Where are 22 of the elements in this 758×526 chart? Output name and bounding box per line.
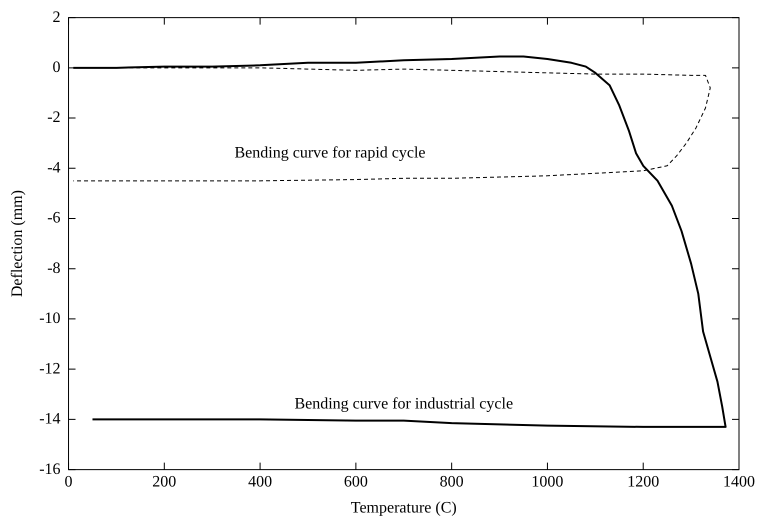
y-tick-label: -2 <box>47 109 61 126</box>
x-tick-label: 1200 <box>627 473 660 490</box>
annotation: Bending curve for industrial cycle <box>294 395 514 412</box>
y-tick-label: 0 <box>52 59 61 76</box>
x-tick-label: 1400 <box>723 473 755 490</box>
x-tick-label: 600 <box>344 473 368 490</box>
y-tick-label: -14 <box>39 410 61 428</box>
x-tick-label: 0 <box>64 473 73 490</box>
y-tick-label: 2 <box>52 8 61 26</box>
y-tick-label: -6 <box>47 210 61 227</box>
x-axis-title: Temperature (C) <box>350 500 457 517</box>
annotation: Bending curve for rapid cycle <box>234 144 426 162</box>
y-tick-label: -12 <box>39 360 61 378</box>
y-axis-title: Deflection (mm) <box>8 190 26 298</box>
x-tick-label: 200 <box>152 473 176 490</box>
y-tick-label: -10 <box>39 310 61 328</box>
x-tick-label: 1000 <box>531 473 564 490</box>
x-tick-label: 400 <box>248 473 272 490</box>
y-tick-label: -16 <box>39 460 61 478</box>
y-tick-label: -8 <box>47 260 61 277</box>
y-tick-label: -4 <box>47 159 61 176</box>
x-tick-label: 800 <box>440 473 464 490</box>
